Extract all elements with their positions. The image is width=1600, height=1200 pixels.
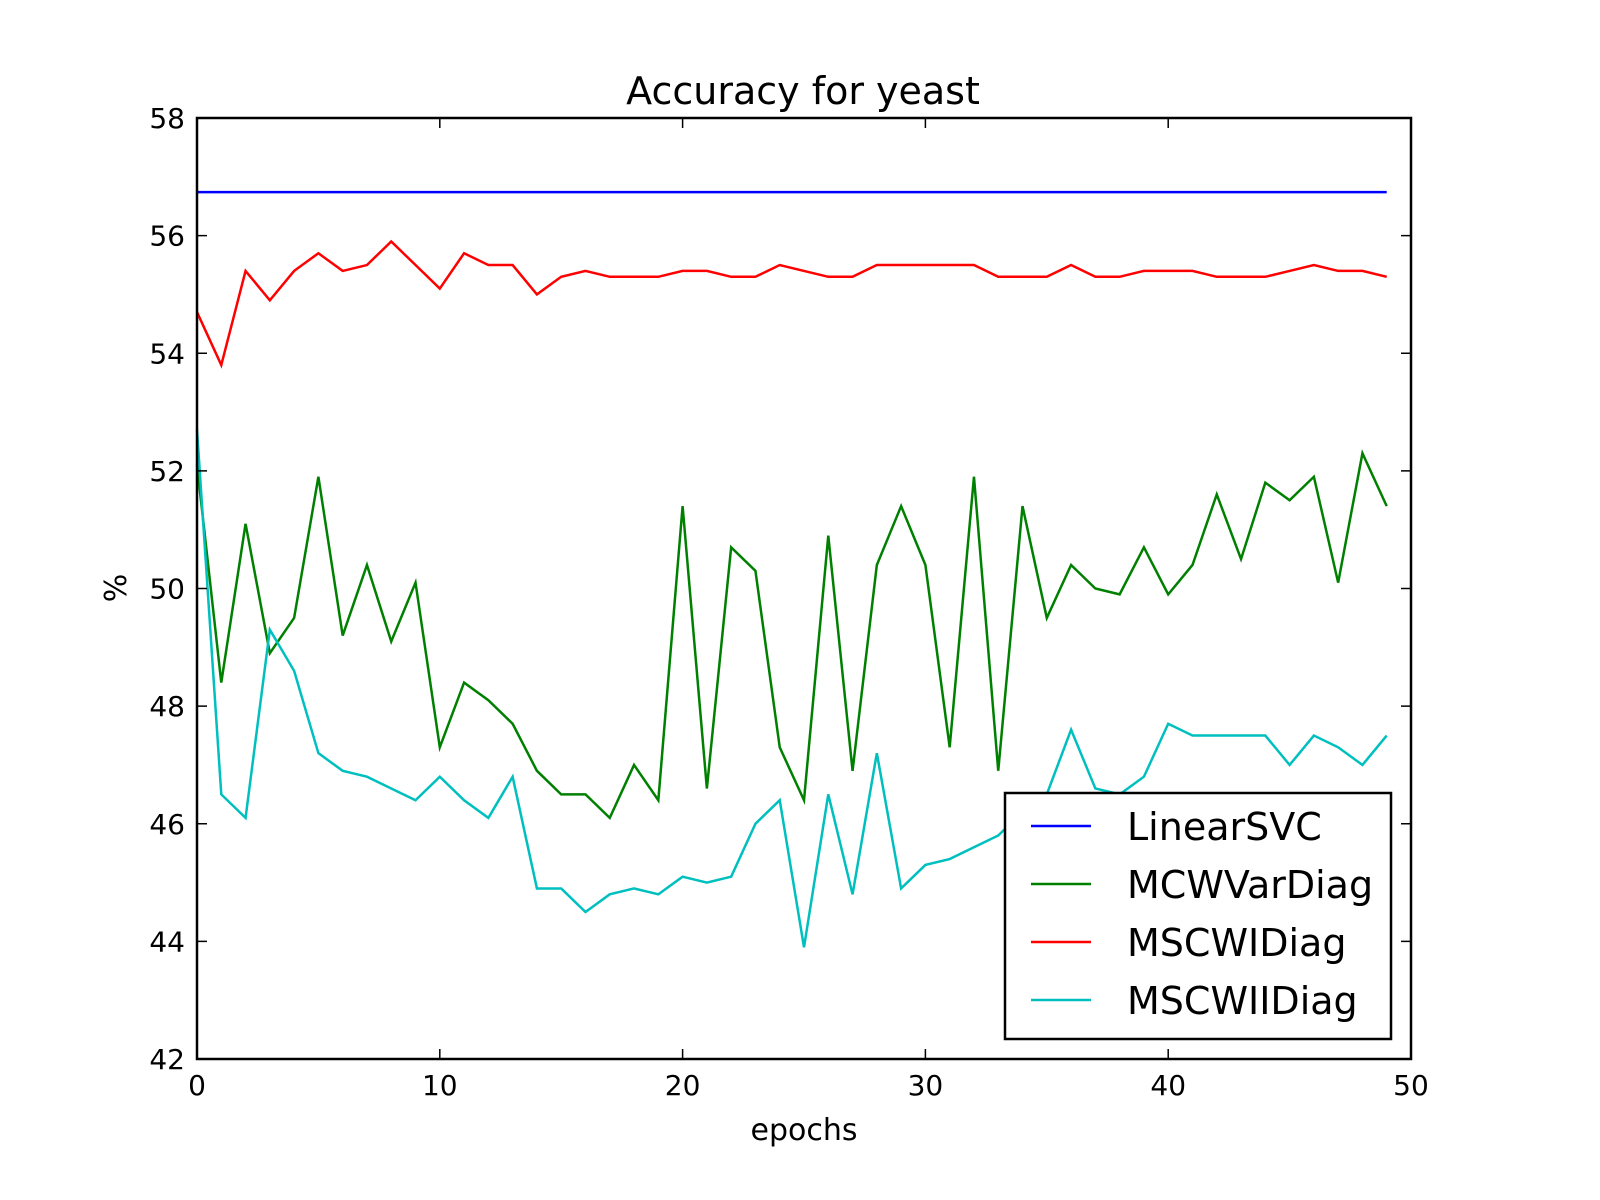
axis-ticks: 0 10 20 30 40 50 42 44 46 48 50 52 54 56 58 [149,102,1428,1102]
series-line-mscwiidiag [195,429,1388,948]
y-tick-label: 42 [149,1043,185,1076]
y-tick-label: 58 [149,102,185,135]
series-line-mscwidiag [195,239,1388,369]
y-tick-label: 44 [149,925,185,958]
y-axis-label: % [99,574,134,603]
x-tick-label: 40 [1150,1069,1186,1102]
x-tick-label: 30 [908,1069,944,1102]
legend-label: MSCWIDiag [1127,921,1346,965]
y-tick-label: 46 [149,808,185,841]
y-tick-label: 48 [149,690,185,723]
series-line-mcwvardiag [195,449,1388,820]
plot-area [195,190,1388,948]
x-tick-label: 50 [1393,1069,1429,1102]
legend: LinearSVC MCWVarDiag MSCWIDiag MSCWIIDiag [1003,791,1393,1041]
x-tick-label: 20 [665,1069,701,1102]
y-tick-label: 54 [149,337,185,370]
legend-box [1003,791,1393,1041]
x-axis-label: epochs [751,1113,858,1148]
legend-label: MCWVarDiag [1127,863,1373,907]
legend-label: MSCWIIDiag [1127,979,1358,1023]
y-tick-label: 56 [149,220,185,253]
legend-label: LinearSVC [1127,805,1322,849]
chart-title: Accuracy for yeast [626,69,980,113]
x-tick-label: 0 [188,1069,206,1102]
y-tick-label: 52 [149,455,185,488]
x-tick-label: 10 [422,1069,458,1102]
y-tick-label: 50 [149,573,185,606]
